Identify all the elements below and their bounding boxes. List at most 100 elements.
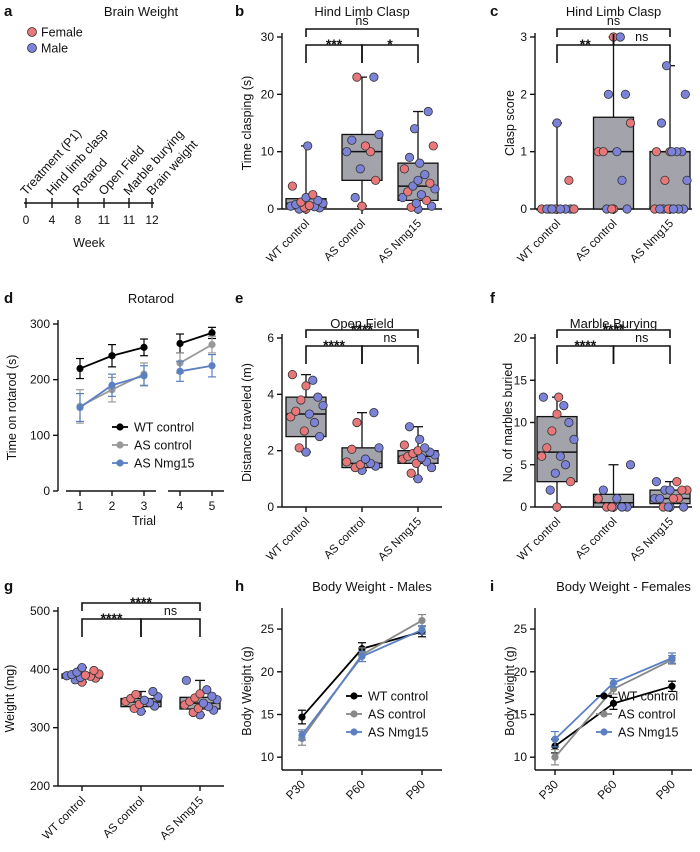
timeline-week-label: 8 [75, 213, 82, 227]
data-point [420, 170, 430, 180]
data-point [423, 106, 433, 117]
y-tick-label: 10 [514, 750, 528, 764]
y-tick-label: 2 [520, 87, 527, 101]
y-tick-label: 20 [514, 665, 528, 679]
data-point [406, 468, 416, 478]
chart-title: Body Weight - Males [312, 579, 432, 594]
data-point [569, 434, 579, 444]
legend-swatch-male [27, 43, 37, 53]
legend-label: WT control [368, 690, 428, 704]
x-category-label: WT control [515, 516, 563, 564]
data-point [415, 158, 425, 168]
data-point [607, 502, 617, 512]
y-tick-label: 0 [520, 202, 527, 216]
significance-label: **** [351, 321, 373, 337]
legend-label: AS control [134, 439, 192, 453]
data-point [547, 204, 557, 214]
x-category-label: AS Nmg15 [376, 218, 424, 266]
data-point [552, 118, 562, 128]
data-point [603, 89, 614, 99]
x-tick-label: 3 [141, 499, 148, 513]
series-point [140, 343, 148, 351]
data-point [656, 118, 667, 128]
data-point [413, 474, 423, 484]
legend-marker [600, 692, 608, 700]
data-point [207, 691, 217, 701]
data-point [550, 468, 560, 478]
significance-label: **** [574, 337, 596, 353]
y-axis-label: Body Weight (g) [503, 646, 517, 735]
y-tick-label: 200 [30, 779, 50, 793]
y-tick-label: 2 [267, 444, 274, 458]
significance-label: * [387, 36, 393, 52]
data-point [198, 698, 208, 708]
data-point [309, 417, 320, 428]
series-line [179, 343, 213, 364]
y-tick-label: 20 [261, 87, 275, 101]
y-tick-label: 20 [514, 331, 528, 345]
y-axis-label: Time clasping (s) [240, 76, 254, 171]
y-tick-label: 200 [30, 373, 50, 387]
significance-bracket [556, 28, 671, 37]
data-point [660, 175, 670, 185]
data-point [667, 147, 677, 157]
legend-label: AS control [618, 708, 676, 722]
data-point [369, 72, 379, 82]
panel-label: h [235, 578, 244, 595]
significance-label: ns [164, 604, 177, 618]
data-point [425, 178, 435, 188]
data-point [77, 662, 87, 673]
significance-label: ns [383, 331, 396, 345]
data-point [352, 72, 362, 82]
data-point [360, 454, 370, 464]
y-tick-label: 0 [520, 500, 527, 514]
data-point [352, 417, 362, 428]
data-point [374, 129, 384, 140]
data-point [655, 493, 665, 504]
series-point [668, 654, 676, 662]
legend-label-male: Male [41, 42, 68, 56]
panel-label: b [235, 3, 244, 20]
panel-i: i Body Weight - Females 10 15 20 25 Body Weigh… [490, 578, 692, 802]
y-tick-label: 4 [267, 387, 274, 401]
series-point [551, 735, 559, 743]
data-point [313, 392, 323, 402]
panel-a: a Female Male Treatment (P1) Hind limb c… [4, 3, 201, 250]
y-tick-label: 100 [30, 428, 50, 442]
data-point [552, 409, 562, 419]
y-tick-label: 6 [267, 331, 274, 345]
data-point [615, 32, 625, 42]
data-point [291, 406, 301, 416]
data-point [598, 485, 608, 495]
data-point [598, 147, 608, 157]
series-point [551, 753, 559, 761]
panel-c: c Hind Limb Clasp 0 1 2 3 Clasp score WT contro… [490, 3, 692, 265]
y-tick-label: 10 [514, 416, 528, 430]
legend-marker [350, 692, 358, 700]
y-tick-label: 25 [261, 622, 275, 636]
y-tick-label: 20 [261, 665, 275, 679]
y-axis-label: Weight (mg) [3, 665, 17, 733]
chart-title: Brain Weight [104, 4, 179, 19]
data-point [620, 89, 631, 99]
series-point [176, 339, 184, 348]
x-tick-label: P30 [536, 777, 561, 802]
timeline-axis-label: Week [73, 236, 105, 250]
data-point [360, 141, 370, 151]
series-point [208, 362, 216, 370]
data-point [287, 370, 297, 380]
timeline-week-label: 0 [23, 213, 30, 227]
significance-label: ns [635, 30, 648, 44]
significance-bracket [305, 28, 419, 37]
data-point [181, 675, 191, 686]
data-point [547, 426, 557, 436]
y-tick-label: 0 [267, 500, 274, 514]
data-point [148, 686, 158, 697]
data-point [411, 458, 421, 468]
data-point [554, 392, 564, 402]
panel-label: f [490, 290, 496, 307]
x-category-label: AS Nmg15 [628, 218, 676, 266]
legend-swatch-female [27, 27, 37, 37]
panel-label: d [4, 290, 13, 307]
data-point [569, 204, 579, 214]
